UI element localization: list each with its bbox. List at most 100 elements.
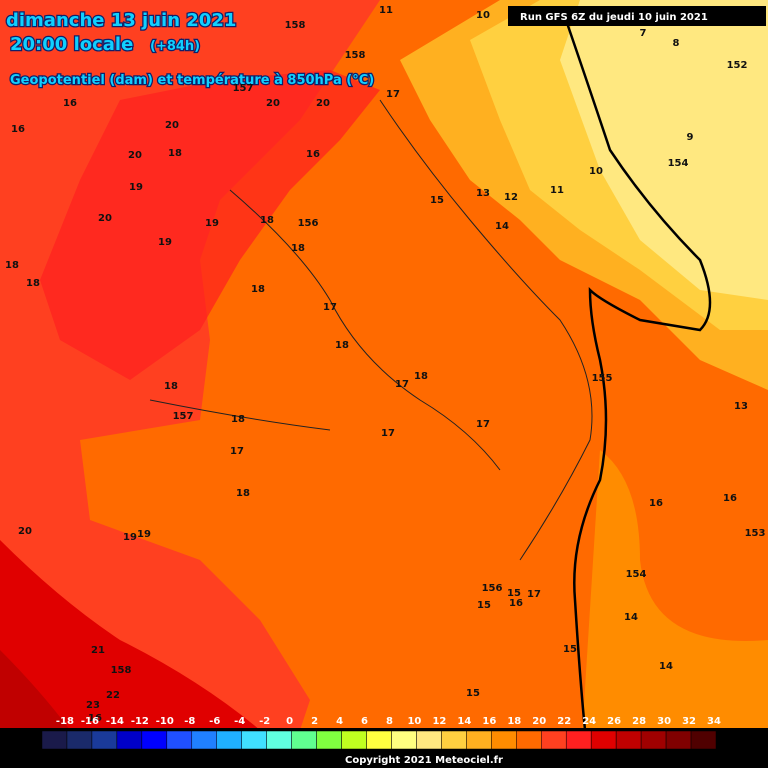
colorbar-label: -4 [234, 716, 245, 727]
contour-label: 18 [231, 414, 245, 425]
contour-label: 14 [495, 221, 509, 232]
contour-label: 20 [98, 213, 112, 224]
contour-label: 16 [11, 124, 25, 135]
colorbar-swatch [466, 730, 492, 750]
contour-label: 11 [550, 185, 564, 196]
colorbar-label: 0 [286, 716, 293, 727]
colorbar-swatch [416, 730, 442, 750]
colorbar-label: -16 [81, 716, 99, 727]
colorbar-label: 32 [682, 716, 696, 727]
colorbar-label: 2 [311, 716, 318, 727]
subtitle: Geopotentiel (dam) et température à 850h… [10, 73, 374, 88]
colorbar-swatch [216, 730, 242, 750]
colorbar-label: -2 [259, 716, 270, 727]
contour-label: 22 [106, 690, 120, 701]
contour-label: 158 [111, 665, 132, 676]
colorbar-swatch [565, 730, 592, 750]
contour-label: 19 [137, 529, 151, 540]
hottest-core [0, 650, 70, 730]
contour-label: 157 [173, 411, 194, 422]
contour-label: 20 [128, 150, 142, 161]
colorbar-label: 26 [607, 716, 621, 727]
contour-label: 16 [509, 598, 523, 609]
colorbar-label: 8 [386, 716, 393, 727]
colorbar-swatch [366, 730, 392, 750]
contour-label: 16 [63, 98, 77, 109]
colorbar-label: 18 [507, 716, 521, 727]
colorbar-label: 30 [657, 716, 671, 727]
colorbar-swatch [491, 730, 517, 750]
date-title: dimanche 13 juin 2021 [6, 10, 236, 31]
cool-zone [560, 0, 768, 300]
colorbar-label: -8 [184, 716, 195, 727]
contour-label: 16 [306, 149, 320, 160]
contour-label: 15 [507, 588, 521, 599]
contour-label: 14 [624, 612, 638, 623]
east-zone [580, 450, 768, 768]
colorbar-swatch [391, 730, 417, 750]
contour-label: 20 [18, 526, 32, 537]
contour-label: 21 [91, 645, 105, 656]
colorbar-label: -12 [131, 716, 149, 727]
colorbar-swatch [241, 730, 267, 750]
colorbar-label: 12 [432, 716, 446, 727]
contour-label: 154 [626, 569, 647, 580]
contour-label: 152 [727, 60, 748, 71]
contour-label: 19 [129, 182, 143, 193]
colorbar-label: 14 [457, 716, 471, 727]
contour-label: 156 [298, 218, 319, 229]
contour-label: 18 [260, 215, 274, 226]
contour-label: 17 [395, 379, 409, 390]
contour-label: 18 [291, 243, 305, 254]
colorbar-swatch [341, 730, 367, 750]
colorbar-swatch [516, 730, 542, 750]
colorbar-swatch [441, 730, 467, 750]
run-box [508, 6, 766, 26]
colorbar-swatch [615, 730, 642, 750]
contour-label: 23 [86, 700, 100, 711]
colorbar-label: -14 [106, 716, 124, 727]
contour-label: 10 [589, 166, 603, 177]
colorbar-label: -18 [56, 716, 74, 727]
colorbar-label: 4 [336, 716, 343, 727]
colorbar-swatch [66, 730, 93, 750]
copyright: Copyright 2021 Meteociel.fr [345, 755, 503, 766]
colorbar-label: 10 [407, 716, 421, 727]
contour-label: 10 [476, 10, 490, 21]
colorbar-swatch [316, 730, 342, 750]
contour-label: 15 [466, 688, 480, 699]
hottest-zone [0, 540, 260, 730]
contour-label: 19 [158, 237, 172, 248]
colorbar-swatch [590, 730, 617, 750]
coastline [149, 99, 593, 561]
colorbar-swatch [665, 730, 692, 750]
contour-label: 18 [414, 371, 428, 382]
contour-label: 17 [230, 446, 244, 457]
contour-label: 18 [5, 260, 19, 271]
colorbar-swatch [91, 730, 118, 750]
contour-label: 14 [659, 661, 673, 672]
contour-label: 15 [477, 600, 491, 611]
colorbar-swatch [41, 730, 68, 750]
colorbar-label: 20 [532, 716, 546, 727]
colorbar-swatch [291, 730, 317, 750]
contour-label: 15 [563, 644, 577, 655]
contour-label: 20 [266, 98, 280, 109]
contour-label: 15 [430, 195, 444, 206]
contour-label: 17 [323, 302, 337, 313]
colorbar-label: -6 [209, 716, 220, 727]
contour-label: 158 [285, 20, 306, 31]
contour-label: 16 [723, 493, 737, 504]
contour-label: 155 [592, 373, 613, 384]
colorbar-label: 6 [361, 716, 368, 727]
contour-label: 157 [233, 83, 254, 94]
colorbar-label: 16 [482, 716, 496, 727]
colorbar-swatch [541, 730, 567, 750]
colorbar-swatch [266, 730, 292, 750]
contour-label: 11 [379, 5, 393, 16]
contour-label: 154 [668, 158, 689, 169]
contour-label: 16 [649, 498, 663, 509]
colorbar-swatch [191, 730, 217, 750]
contour-label: 13 [734, 401, 748, 412]
